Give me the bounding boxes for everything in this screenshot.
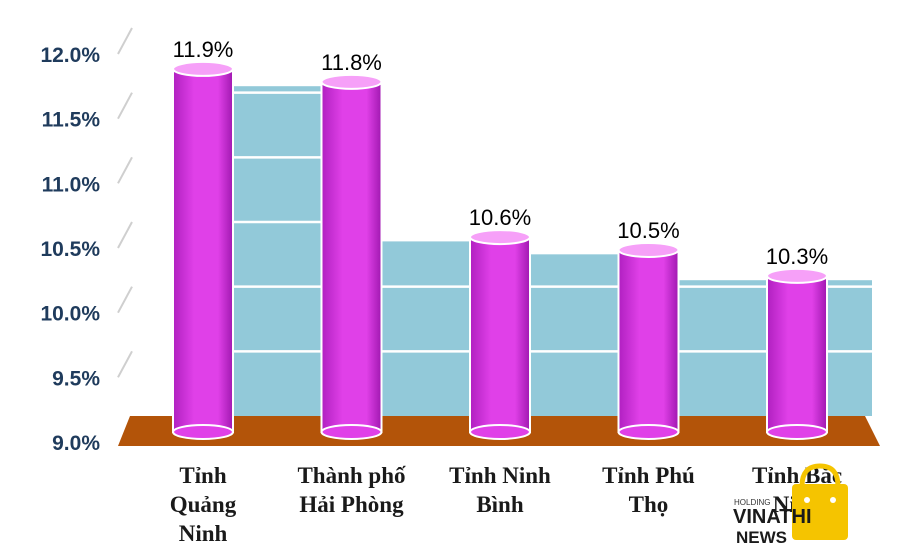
- bar-top: [766, 267, 828, 284]
- y-axis-ticks: 12.0% 11.5% 11.0% 10.5% 10.0% 9.5% 9.0%: [40, 44, 100, 455]
- data-label: 10.3%: [766, 244, 828, 269]
- bars: [172, 60, 828, 440]
- watermark-logo: HOLDING VINATHI NEWS: [733, 463, 894, 547]
- bar-base: [766, 424, 828, 440]
- y-tick-label: 9.0%: [52, 432, 100, 455]
- data-label: 11.8%: [321, 50, 382, 75]
- gridline-perspective: [117, 27, 133, 55]
- bar: [469, 229, 531, 440]
- data-label: 11.9%: [173, 37, 234, 62]
- data-labels: 11.9% 11.8% 10.6% 10.5% 10.3%: [173, 37, 829, 269]
- watermark-holding: HOLDING: [734, 498, 770, 507]
- bar-body: [766, 274, 828, 433]
- bar: [320, 73, 383, 440]
- bar-body: [172, 67, 234, 434]
- bar-top: [617, 242, 680, 258]
- data-label: 10.5%: [617, 218, 679, 243]
- bar-base: [320, 424, 383, 440]
- gridline-perspective: [117, 92, 133, 120]
- gridline-perspective: [117, 350, 133, 378]
- category-label: Tỉnh Phú Thọ: [602, 463, 695, 517]
- y-tick-label: 11.0%: [42, 173, 101, 196]
- watermark-news: NEWS: [736, 528, 787, 547]
- category-label: Thành phố Hải Phòng: [297, 463, 406, 517]
- category-label: Tỉnh Ninh Bình: [449, 463, 551, 517]
- bar-base: [469, 424, 531, 440]
- bar: [172, 60, 234, 440]
- bar-body: [320, 80, 383, 433]
- gridline-perspective: [117, 156, 133, 184]
- bar-top: [320, 73, 383, 90]
- y-tick-label: 10.0%: [40, 303, 100, 326]
- shopping-bag-icon: [792, 463, 848, 540]
- gridlines: [117, 26, 872, 378]
- category-label: Tỉnh Quảng Ninh: [170, 463, 237, 546]
- bar-body: [617, 249, 680, 433]
- bar-base: [172, 424, 234, 440]
- data-label: 10.6%: [469, 205, 531, 230]
- bar: [766, 267, 828, 440]
- bar-top: [469, 229, 531, 246]
- watermark-brand: VINATHI: [733, 506, 812, 528]
- bar-base: [617, 424, 680, 440]
- y-tick-label: 11.5%: [42, 109, 101, 132]
- bar: [617, 242, 680, 440]
- y-tick-label: 9.5%: [52, 367, 100, 390]
- bar-body: [469, 236, 531, 433]
- gridline-perspective: [117, 286, 133, 314]
- bar-top: [172, 60, 234, 77]
- y-tick-label: 12.0%: [40, 44, 100, 67]
- gridline-perspective: [117, 221, 133, 249]
- y-tick-label: 10.5%: [40, 238, 100, 261]
